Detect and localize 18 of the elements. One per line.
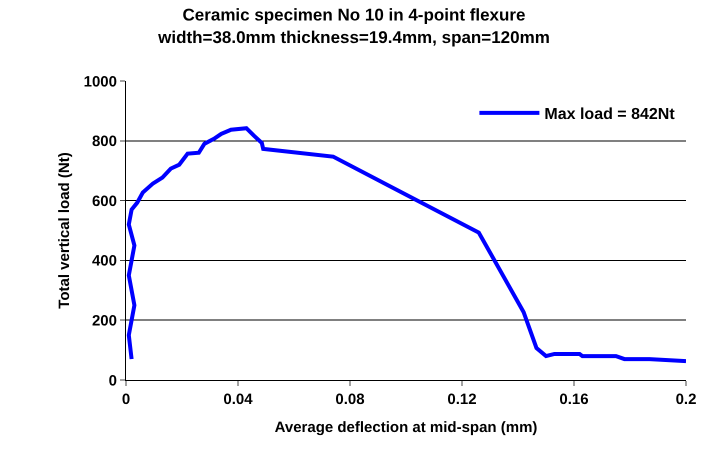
y-tick-label: 800 — [92, 133, 117, 150]
x-tick-label: 0.2 — [676, 391, 696, 408]
x-tick-label: 0.04 — [223, 391, 254, 408]
x-tick-label: 0.08 — [335, 391, 365, 408]
y-tick-label: 1000 — [84, 73, 117, 90]
line-series — [126, 126, 686, 364]
y-tick-label: 400 — [92, 252, 117, 270]
y-axis-title: Total vertical load (Nt) — [56, 152, 73, 309]
x-axis-title: Average deflection at mid-span (mm) — [274, 419, 538, 436]
chart-title: Ceramic specimen No 10 in 4-point flexure — [182, 6, 526, 25]
x-tick-label: 0.16 — [559, 391, 589, 408]
y-tick-label: 200 — [92, 312, 117, 330]
chart-subtitle: width=38.0mm thickness=19.4mm, span=120mm — [157, 28, 550, 47]
y-tick-label: 600 — [92, 192, 117, 210]
x-tick-label: 0.12 — [447, 391, 477, 408]
legend-label: Max load = 842Nt — [544, 106, 676, 124]
x-tick-label: 0 — [122, 391, 130, 408]
y-tick-label: 0 — [108, 372, 117, 390]
